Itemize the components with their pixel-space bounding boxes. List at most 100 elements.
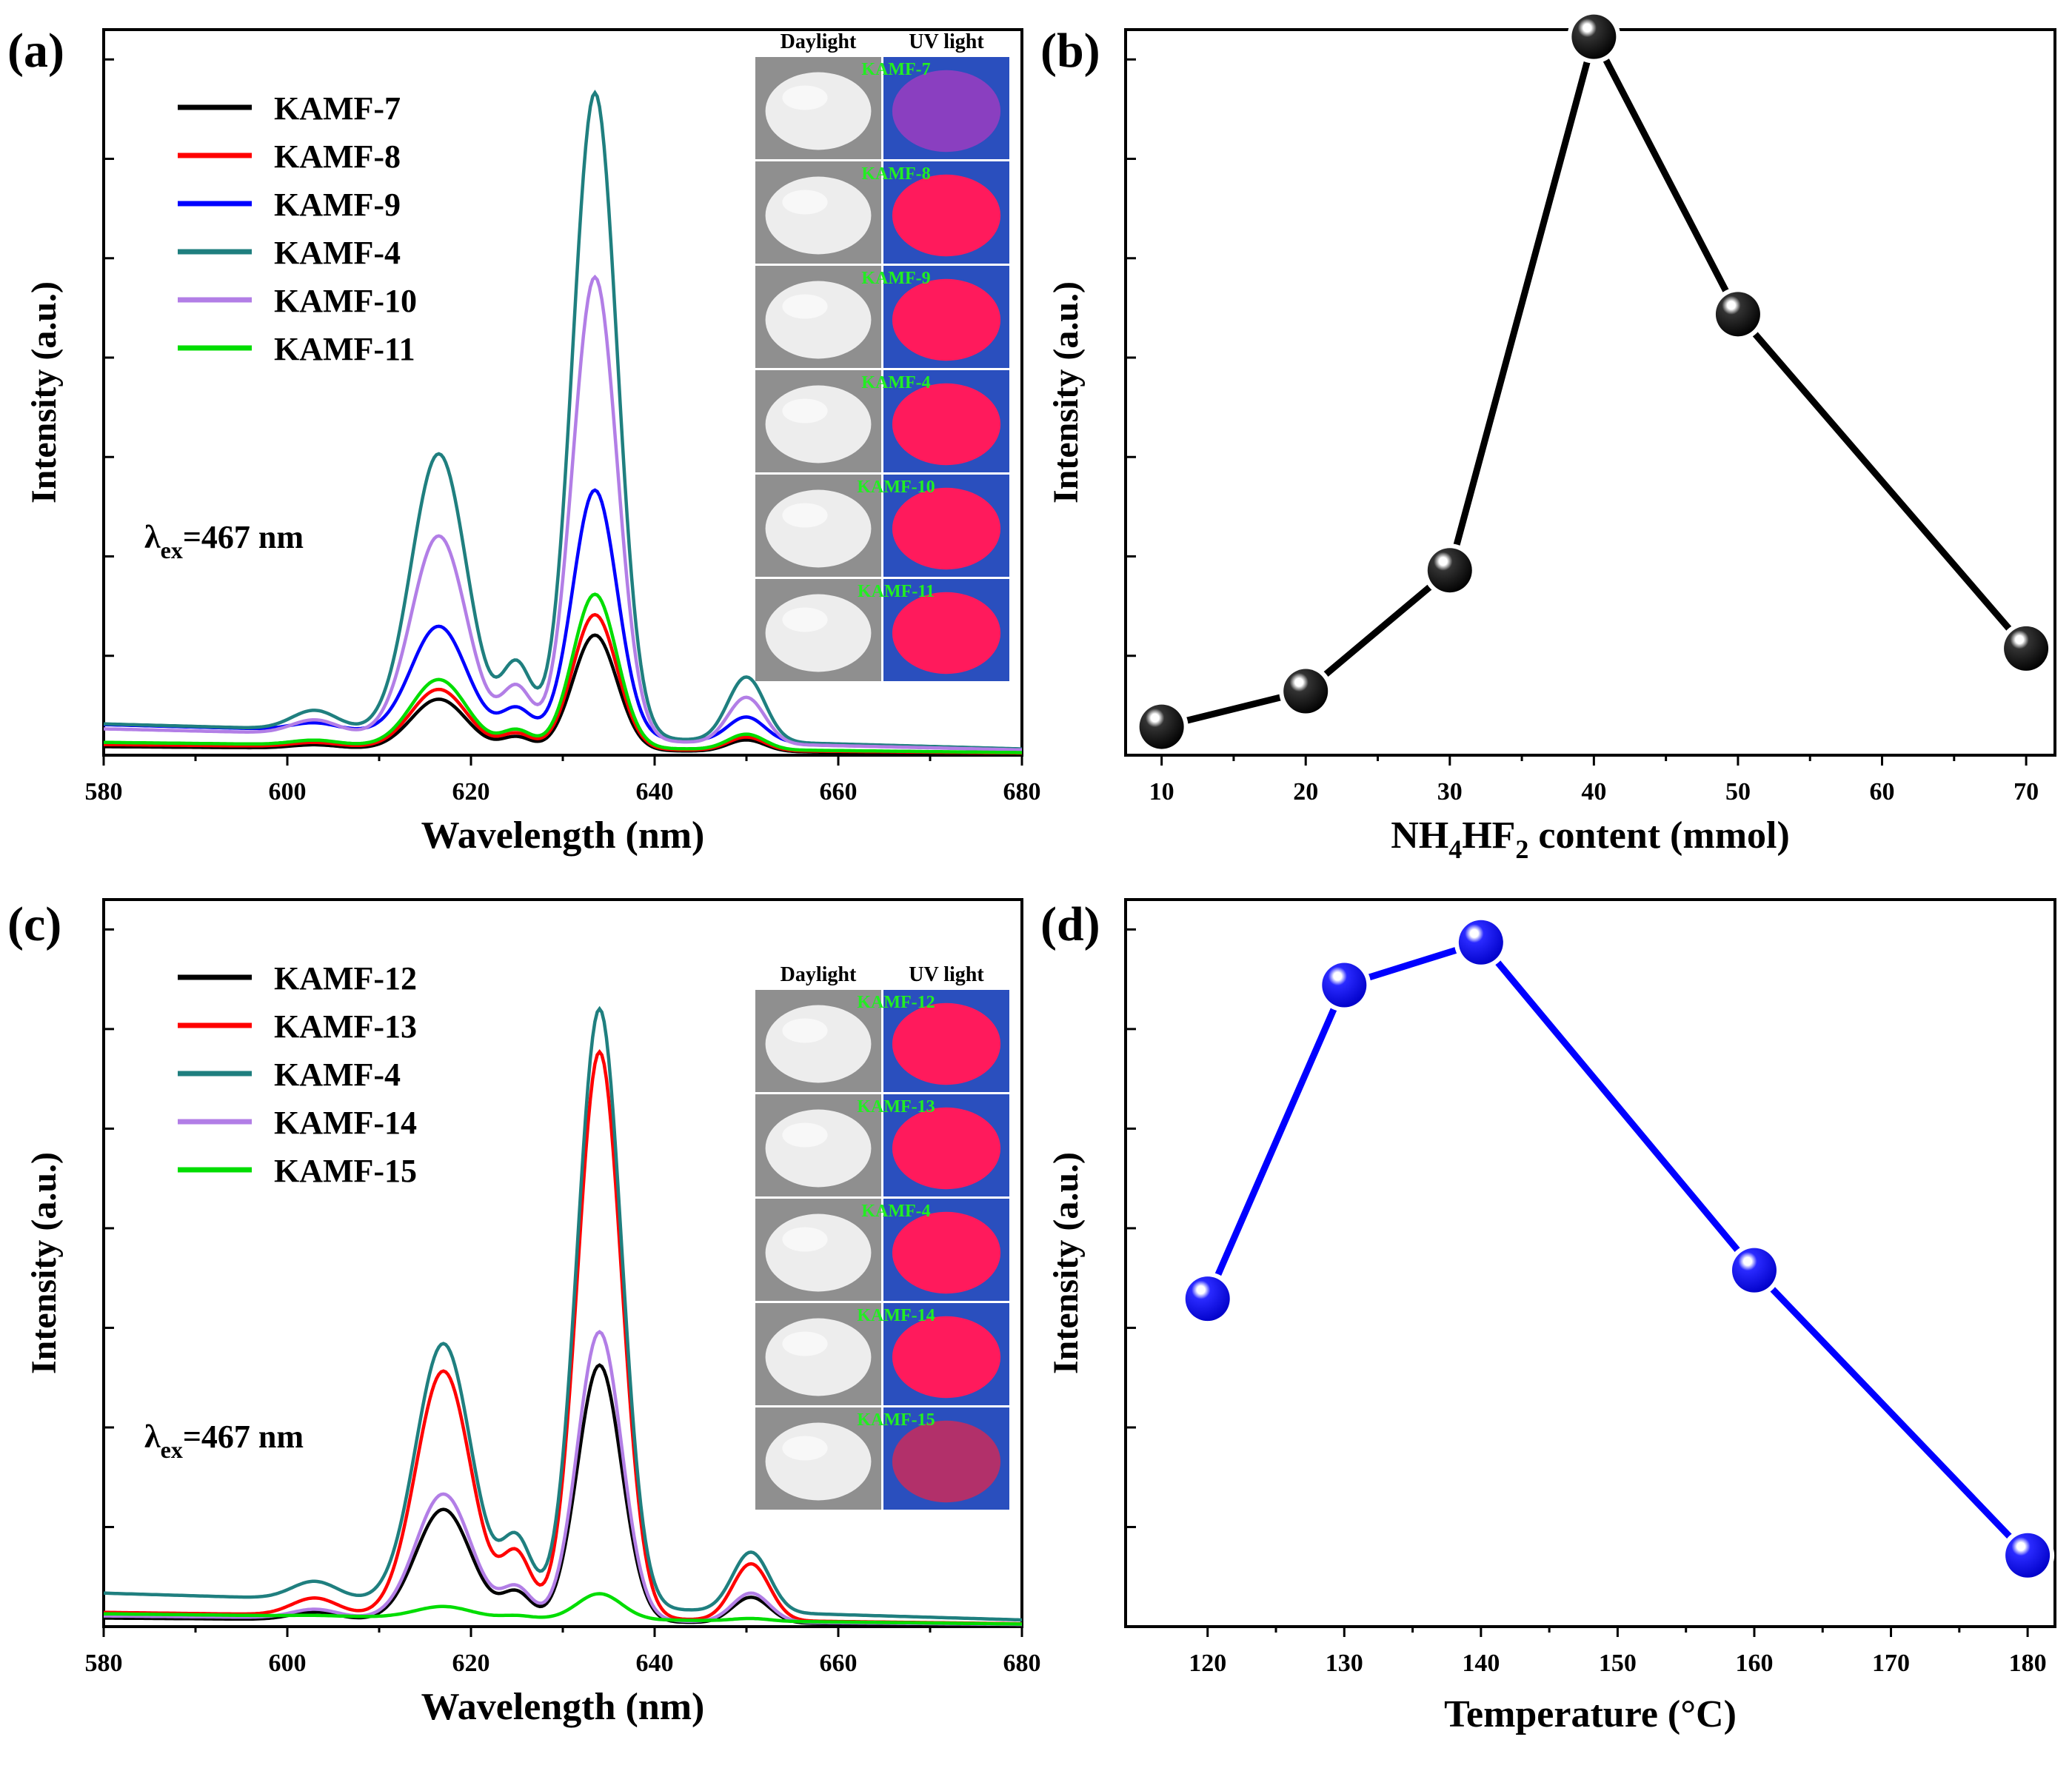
panel-label: (b)	[1040, 24, 1100, 78]
x-tick-label: 160	[1735, 1650, 1773, 1677]
x-axis-label-part: NH	[1391, 814, 1448, 857]
powder-uv	[892, 278, 1001, 361]
powder-daylight	[765, 1005, 872, 1083]
powder-daylight	[765, 594, 872, 672]
powder-highlight	[782, 190, 828, 215]
series-line-KAMF-15	[104, 1592, 1022, 1626]
powder-highlight	[782, 1018, 828, 1043]
series-line-KAMF-11	[104, 592, 1022, 754]
inset-header-uv: UV light	[909, 30, 984, 53]
panel-3: 120 130 140 150 160 170 180 Intensity (a.u.) (d)…	[1040, 897, 2056, 1735]
powder-uv	[892, 1420, 1001, 1503]
powder-daylight	[765, 72, 872, 150]
inset-header-daylight: Daylight	[781, 963, 857, 986]
inset-sample-label: KAMF-11	[858, 582, 935, 601]
x-tick-label: 180	[2009, 1650, 2047, 1677]
powder-daylight	[765, 1318, 872, 1396]
powder-daylight	[765, 1422, 872, 1501]
x-tick-label: 580	[85, 1650, 123, 1677]
y-axis-label: Intensity (a.u.)	[24, 281, 64, 503]
powder-daylight	[765, 385, 872, 463]
powder-highlight	[782, 1227, 828, 1252]
powder-daylight	[765, 1109, 872, 1188]
powder-highlight	[782, 398, 828, 424]
x-axis-label-part: 4	[1448, 834, 1462, 864]
legend-label: KAMF-11	[274, 331, 415, 367]
x-tick-label: 680	[1003, 778, 1041, 806]
inset-sample-label: KAMF-8	[861, 164, 930, 184]
x-tick-label: 130	[1326, 1650, 1363, 1677]
x-tick-label: 140	[1462, 1650, 1500, 1677]
x-tick-label: 170	[1872, 1650, 1910, 1677]
powder-daylight	[765, 489, 872, 568]
powder-uv	[892, 70, 1001, 153]
inset-sample-label: KAMF-10	[857, 478, 935, 497]
inset-header-daylight: Daylight	[781, 30, 857, 53]
x-tick-label: 640	[636, 1650, 674, 1677]
panel-1: 10 20 30 40 50 60 70 Intensity (a.u.) (b) NH4HF2 …	[1040, 10, 2056, 864]
x-tick-label: 620	[452, 1650, 490, 1677]
x-tick-label: 580	[85, 778, 123, 806]
legend-label: KAMF-14	[274, 1105, 417, 1141]
x-tick-label: 60	[1870, 778, 1895, 806]
annotation-lambda: λ	[144, 1419, 161, 1455]
powder-highlight	[782, 294, 828, 319]
powder-highlight	[782, 85, 828, 110]
data-point	[1571, 14, 1617, 59]
excitation-annotation: λex=467 nm	[144, 519, 304, 563]
panel-label: (d)	[1040, 897, 1100, 951]
series-line-KAMF-4	[104, 1005, 1023, 1622]
annotation-sub: ex	[161, 1436, 183, 1463]
powder-uv	[892, 1107, 1001, 1190]
panel-0: 580 600 620 640 660 680 Intensity (a.u.) (a) Wav…	[7, 24, 1041, 857]
inset-header-uv: UV light	[909, 963, 984, 986]
plot-frame	[1124, 28, 2056, 757]
x-axis-label: NH4HF2 content (mmol)	[1391, 814, 1790, 864]
legend-label: KAMF-7	[274, 90, 401, 127]
panel-2: 580 600 620 640 660 680 Intensity (a.u.) (c) Wav…	[7, 897, 1041, 1728]
powder-highlight	[782, 1331, 828, 1356]
inset-sample-label: KAMF-9	[861, 269, 930, 288]
powder-uv	[892, 174, 1001, 257]
series-line-KAMF-10	[104, 274, 1023, 752]
annotation-rest: =467 nm	[183, 1419, 304, 1455]
series-line	[1204, 938, 2031, 1558]
legend-label: KAMF-15	[274, 1153, 417, 1189]
powder-highlight	[782, 607, 828, 632]
data-point	[1139, 704, 1184, 749]
legend-label: KAMF-4	[274, 1057, 401, 1093]
annotation-sub: ex	[161, 537, 183, 563]
x-tick-label: 70	[2013, 778, 2039, 806]
inset-sample-label: KAMF-13	[857, 1097, 935, 1116]
x-axis-label: Wavelength (nm)	[421, 814, 705, 857]
legend-label: KAMF-8	[274, 138, 401, 175]
inset-sample-label: KAMF-12	[857, 993, 935, 1012]
data-point	[1185, 1276, 1230, 1322]
legend-label: KAMF-12	[274, 960, 417, 997]
annotation-lambda: λ	[144, 519, 161, 555]
x-tick-label: 660	[820, 1650, 858, 1677]
x-tick-label: 680	[1003, 1650, 1041, 1677]
inset-sample-label: KAMF-4	[861, 373, 930, 392]
x-axis-label-part: 2	[1515, 834, 1528, 864]
x-tick-label: 40	[1581, 778, 1606, 806]
data-point	[1283, 669, 1329, 714]
data-point	[1427, 548, 1472, 593]
data-point	[1731, 1248, 1777, 1293]
plot-frame	[1124, 898, 2056, 1628]
legend-label: KAMF-4	[274, 235, 401, 271]
data-point	[2005, 1533, 2051, 1578]
x-axis-label-part: HF	[1462, 814, 1515, 857]
x-tick-label: 120	[1189, 1650, 1226, 1677]
x-tick-label: 50	[1725, 778, 1751, 806]
data-point	[1458, 920, 1503, 965]
powder-highlight	[782, 503, 828, 528]
legend-label: KAMF-9	[274, 187, 401, 223]
x-axis-label-part: content (mmol)	[1528, 814, 1789, 857]
panel-label: (c)	[7, 897, 61, 951]
powder-daylight	[765, 1213, 872, 1292]
data-point	[2004, 626, 2049, 671]
powder-uv	[892, 383, 1001, 466]
y-axis-label: Intensity (a.u.)	[1046, 281, 1086, 503]
